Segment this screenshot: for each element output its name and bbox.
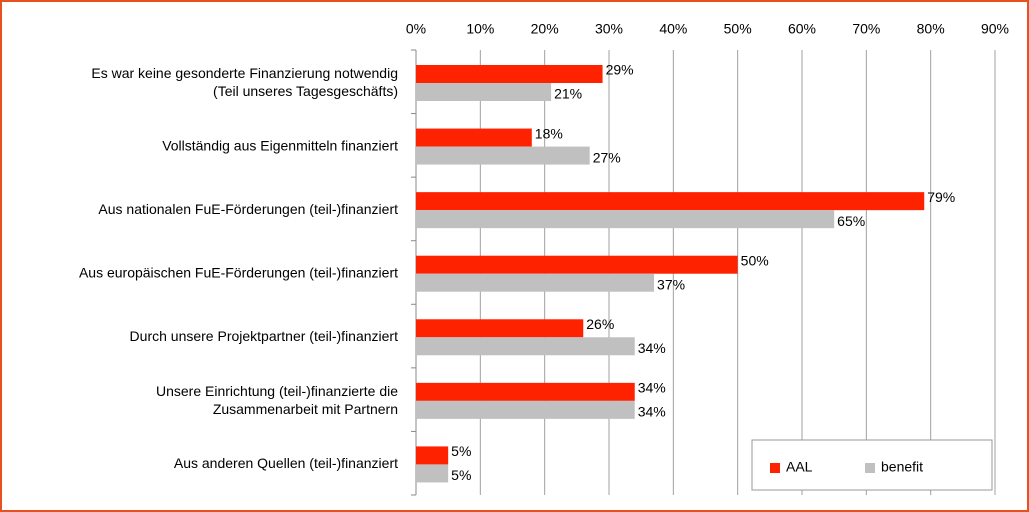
- value-label: 79%: [927, 189, 955, 205]
- y-tick-label: Aus europäischen FuE-Förderungen (teil-)…: [79, 264, 398, 280]
- value-label: 18%: [535, 125, 563, 141]
- bar: [416, 192, 925, 211]
- bar: [416, 337, 635, 356]
- bar: [416, 146, 590, 165]
- legend-label: benefit: [881, 459, 923, 475]
- x-tick-label: 60%: [788, 21, 816, 37]
- value-label: 34%: [638, 340, 666, 356]
- x-tick-label: 40%: [659, 21, 687, 37]
- bar: [416, 83, 552, 101]
- bar: [416, 382, 635, 401]
- bar: [416, 65, 603, 83]
- legend-swatch: [865, 463, 875, 473]
- value-label: 34%: [638, 380, 666, 396]
- y-tick-label: Unsere Einrichtung (teil-)finanzierte di…: [156, 383, 398, 417]
- bar: [416, 446, 449, 465]
- bar: [416, 273, 655, 292]
- value-label: 37%: [657, 276, 685, 292]
- x-tick-label: 20%: [531, 21, 559, 37]
- value-label: 21%: [554, 86, 582, 102]
- y-tick-label: Durch unsere Projektpartner (teil-)finan…: [130, 328, 399, 344]
- value-label: 27%: [593, 149, 621, 165]
- bar: [416, 464, 449, 483]
- bar: [416, 400, 635, 419]
- x-tick-label: 80%: [917, 21, 945, 37]
- y-tick-label: Vollständig aus Eigenmitteln finanziert: [162, 137, 398, 153]
- value-label: 26%: [586, 316, 614, 332]
- bar: [416, 255, 738, 274]
- bar: [416, 128, 532, 147]
- value-label: 5%: [451, 467, 471, 483]
- value-label: 65%: [837, 213, 865, 229]
- bar: [416, 319, 584, 338]
- y-tick-label: Aus anderen Quellen (teil-)finanziert: [174, 455, 398, 471]
- value-label: 5%: [451, 443, 471, 459]
- value-label: 29%: [606, 62, 634, 78]
- y-tick-label: Es war keine gesonderte Finanzierung not…: [91, 65, 398, 99]
- x-tick-label: 0%: [406, 21, 426, 37]
- legend-swatch: [770, 463, 780, 473]
- value-label: 34%: [638, 404, 666, 420]
- x-tick-label: 90%: [981, 21, 1009, 37]
- value-label: 50%: [741, 252, 769, 268]
- x-tick-label: 70%: [852, 21, 880, 37]
- x-tick-label: 30%: [595, 21, 623, 37]
- y-tick-label: Aus nationalen FuE-Förderungen (teil-)fi…: [98, 201, 398, 217]
- legend-label: AAL: [786, 459, 813, 475]
- x-tick-label: 50%: [724, 21, 752, 37]
- bar: [416, 210, 835, 229]
- x-tick-label: 10%: [466, 21, 494, 37]
